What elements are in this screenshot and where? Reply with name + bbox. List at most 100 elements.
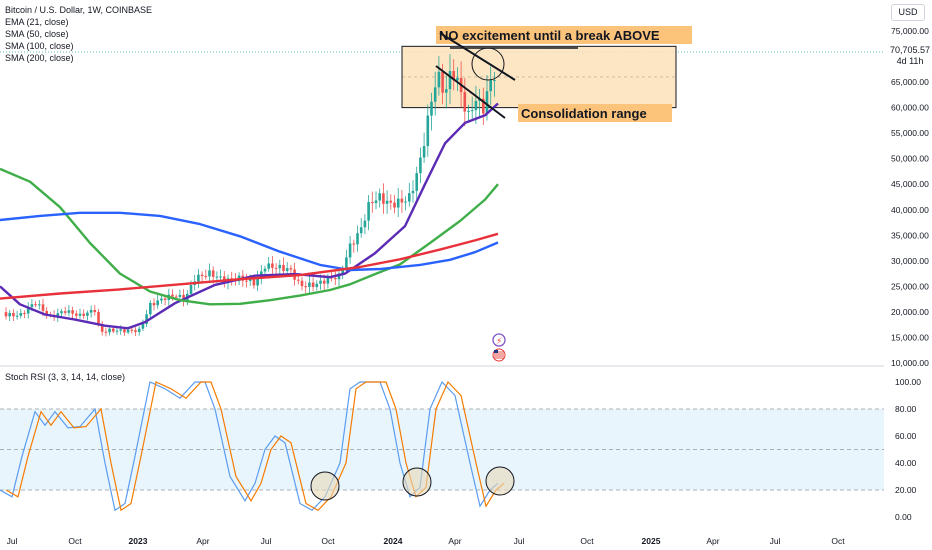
candle bbox=[389, 194, 393, 210]
candle bbox=[152, 298, 156, 311]
time-tick-label: Apr bbox=[196, 536, 209, 546]
candle-body bbox=[415, 173, 418, 191]
candle bbox=[134, 327, 137, 337]
indicator-sma100[interactable]: SMA (100, close) bbox=[5, 41, 74, 51]
candle-body bbox=[337, 273, 341, 280]
candle bbox=[470, 96, 474, 120]
price-tick-label: 30,000.00 bbox=[891, 256, 929, 266]
candle bbox=[311, 277, 315, 292]
candle-body bbox=[208, 270, 211, 277]
indicator-sma50[interactable]: SMA (50, close) bbox=[5, 29, 69, 39]
rsi-tick-label: 0.00 bbox=[895, 512, 912, 522]
candle-body bbox=[396, 198, 400, 208]
candle-body bbox=[411, 190, 415, 194]
candle bbox=[34, 301, 37, 308]
candle-body bbox=[319, 280, 322, 284]
rsi-tick-label: 60.00 bbox=[895, 431, 917, 441]
sma100-line bbox=[0, 211, 499, 272]
candle-body bbox=[126, 329, 130, 333]
candle-body bbox=[304, 286, 307, 288]
time-tick-label: 2025 bbox=[642, 536, 661, 546]
candle bbox=[156, 294, 159, 309]
candle bbox=[430, 92, 433, 131]
lower-trendline bbox=[435, 65, 506, 119]
candle-body bbox=[474, 101, 478, 111]
candle bbox=[467, 104, 470, 122]
time-tick-label: Oct bbox=[68, 536, 82, 546]
price-tick-label: 25,000.00 bbox=[891, 281, 929, 291]
candle-body bbox=[160, 298, 163, 301]
candle-body bbox=[419, 157, 422, 174]
rsi-tick-label: 40.00 bbox=[895, 458, 917, 468]
candle-body bbox=[112, 328, 115, 332]
candle bbox=[411, 180, 415, 203]
price-tick-label: 35,000.00 bbox=[891, 230, 929, 240]
candle-body bbox=[130, 329, 134, 331]
candle-body bbox=[315, 283, 319, 288]
candle bbox=[38, 300, 41, 310]
candle-body bbox=[322, 280, 326, 284]
candle-body bbox=[274, 267, 278, 269]
candle bbox=[456, 67, 459, 91]
candle-body bbox=[178, 294, 182, 297]
candle-body bbox=[34, 304, 37, 306]
candle bbox=[422, 132, 426, 163]
candle bbox=[23, 310, 26, 319]
candle-body bbox=[348, 243, 352, 258]
candle-body bbox=[45, 310, 48, 315]
candle-body bbox=[137, 328, 141, 332]
time-tick-label: Jul bbox=[7, 536, 18, 546]
candle bbox=[367, 195, 370, 231]
candle bbox=[393, 194, 396, 214]
candle bbox=[452, 59, 455, 91]
candle-body bbox=[171, 294, 174, 297]
range-note-text: Consolidation range bbox=[521, 106, 647, 121]
lightning-icon bbox=[492, 333, 506, 347]
candle-body bbox=[489, 80, 492, 92]
candle bbox=[149, 300, 152, 320]
price-tick-label: 50,000.00 bbox=[891, 154, 929, 164]
rsi-tick-label: 80.00 bbox=[895, 404, 917, 414]
candle-body bbox=[389, 200, 393, 203]
candle-body bbox=[463, 92, 467, 112]
price-tick-label: 20,000.00 bbox=[891, 307, 929, 317]
time-tick-label: Oct bbox=[580, 536, 594, 546]
time-axis: Jul Oct 2023 Apr Jul Oct 2024 Apr Jul Oct 2025 Apr J… bbox=[7, 536, 846, 546]
currency-button[interactable]: USD bbox=[891, 4, 925, 21]
candle-body bbox=[300, 280, 304, 287]
candle-body bbox=[15, 315, 19, 317]
candle bbox=[45, 307, 48, 319]
candle-body bbox=[189, 285, 193, 294]
candle-body bbox=[297, 279, 300, 281]
candle bbox=[385, 190, 389, 214]
candle-body bbox=[60, 311, 63, 314]
candle bbox=[300, 276, 304, 291]
candle bbox=[419, 147, 422, 183]
range-note-background bbox=[518, 104, 672, 122]
candle-body bbox=[311, 282, 315, 288]
candle-body bbox=[12, 312, 15, 317]
price-tick-label: 60,000.00 bbox=[891, 103, 929, 113]
indicator-sma200[interactable]: SMA (200, close) bbox=[5, 53, 74, 63]
candle bbox=[145, 309, 148, 328]
candle-body bbox=[289, 268, 293, 270]
candle-body bbox=[437, 71, 441, 88]
rsi-axis: 100.00 80.00 60.00 40.00 20.00 0.00 bbox=[895, 377, 921, 522]
candle-body bbox=[26, 307, 30, 314]
price-tick-label: 15,000.00 bbox=[891, 332, 929, 342]
price-tick-label: 75,000.00 bbox=[891, 26, 929, 36]
candle bbox=[489, 66, 492, 105]
rsi-background bbox=[0, 408, 884, 491]
candle-body bbox=[400, 198, 404, 203]
candle-body bbox=[115, 330, 119, 332]
candle bbox=[448, 53, 452, 105]
candle-body bbox=[282, 264, 285, 272]
candle-body bbox=[452, 70, 455, 81]
candle bbox=[78, 308, 82, 319]
stoch-rsi-label[interactable]: Stoch RSI (3, 3, 14, 14, close) bbox=[5, 372, 126, 382]
indicator-ema21[interactable]: EMA (21, close) bbox=[5, 17, 69, 27]
candle bbox=[245, 274, 248, 288]
consolidation-range-box bbox=[401, 45, 677, 109]
rsi-highlight-circle bbox=[402, 467, 432, 497]
